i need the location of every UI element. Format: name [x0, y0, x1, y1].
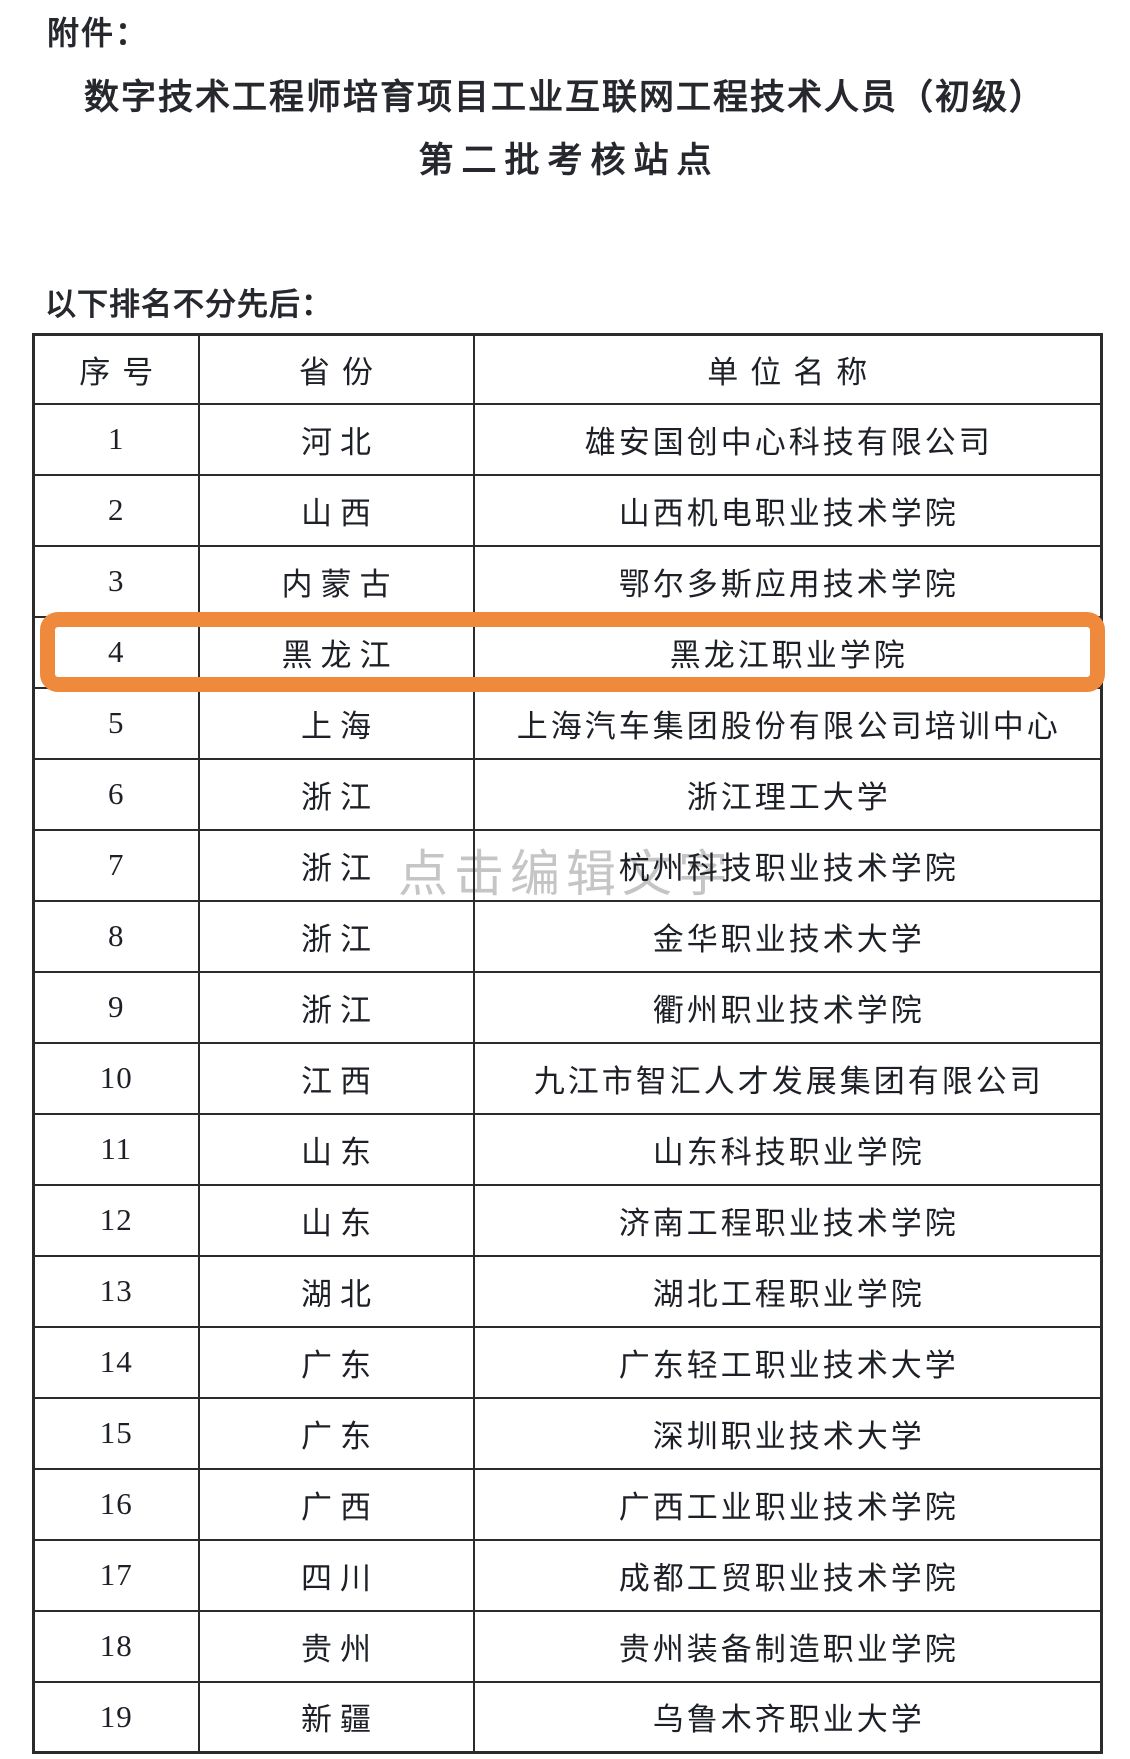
cell-unit: 广东轻工职业技术大学 [472, 1325, 1103, 1399]
cell-index: 16 [32, 1467, 200, 1541]
cell-index: 6 [32, 757, 200, 831]
document-title-line2: 第二批考核站点 [418, 141, 720, 180]
cell-province: 广东 [197, 1325, 475, 1399]
table-row: 16 广西 广西工业职业技术学院 [32, 1467, 1103, 1541]
cell-index: 11 [32, 1112, 200, 1186]
cell-province: 河北 [197, 402, 475, 476]
cell-unit: 雄安国创中心科技有限公司 [472, 402, 1103, 476]
attachment-label: 附件： [47, 15, 150, 51]
table-row: 7 浙江 杭州科技职业技术学院 [32, 828, 1103, 902]
assessment-sites-table-wrap: 序号 省份 单位名称 1 河北 雄安国创中心科技有限公司 2 山西 山西机电职业… [32, 333, 1103, 1754]
table-row: 10 江西 九江市智汇人才发展集团有限公司 [32, 1041, 1103, 1115]
table-row: 13 湖北 湖北工程职业学院 [32, 1254, 1103, 1328]
table-row: 3 内蒙古 鄂尔多斯应用技术学院 [32, 544, 1103, 618]
cell-unit: 山东科技职业学院 [472, 1112, 1103, 1186]
cell-province: 浙江 [197, 970, 475, 1044]
cell-province: 内蒙古 [197, 544, 475, 618]
cell-province: 新疆 [197, 1680, 475, 1754]
cell-index: 1 [32, 402, 200, 476]
cell-province: 山东 [197, 1112, 475, 1186]
cell-province: 湖北 [197, 1254, 475, 1328]
col-header-index: 序号 [32, 333, 200, 405]
cell-index: 10 [32, 1041, 200, 1115]
table-row: 12 山东 济南工程职业技术学院 [32, 1183, 1103, 1257]
col-header-unit: 单位名称 [472, 333, 1103, 405]
table-header-row: 序号 省份 单位名称 [32, 333, 1103, 405]
table-row: 11 山东 山东科技职业学院 [32, 1112, 1103, 1186]
cell-unit: 九江市智汇人才发展集团有限公司 [472, 1041, 1103, 1115]
cell-index: 15 [32, 1396, 200, 1470]
cell-index: 19 [32, 1680, 200, 1754]
cell-province: 浙江 [197, 828, 475, 902]
col-header-province: 省份 [197, 333, 475, 405]
table-row: 2 山西 山西机电职业技术学院 [32, 473, 1103, 547]
table-row: 4 黑龙江 黑龙江职业学院 [32, 615, 1103, 689]
table-row: 9 浙江 衢州职业技术学院 [32, 970, 1103, 1044]
cell-unit: 乌鲁木齐职业大学 [472, 1680, 1103, 1754]
cell-unit: 济南工程职业技术学院 [472, 1183, 1103, 1257]
table-row: 18 贵州 贵州装备制造职业学院 [32, 1609, 1103, 1683]
cell-province: 广东 [197, 1396, 475, 1470]
assessment-sites-table: 序号 省份 单位名称 1 河北 雄安国创中心科技有限公司 2 山西 山西机电职业… [32, 333, 1103, 1754]
cell-index: 4 [32, 615, 200, 689]
cell-province: 四川 [197, 1538, 475, 1612]
cell-province: 浙江 [197, 899, 475, 973]
cell-province: 山西 [197, 473, 475, 547]
cell-province: 上海 [197, 686, 475, 760]
table-row: 17 四川 成都工贸职业技术学院 [32, 1538, 1103, 1612]
cell-index: 8 [32, 899, 200, 973]
cell-unit: 山西机电职业技术学院 [472, 473, 1103, 547]
cell-province: 贵州 [197, 1609, 475, 1683]
cell-unit: 衢州职业技术学院 [472, 970, 1103, 1044]
cell-index: 14 [32, 1325, 200, 1399]
cell-unit: 贵州装备制造职业学院 [472, 1609, 1103, 1683]
cell-index: 9 [32, 970, 200, 1044]
cell-index: 2 [32, 473, 200, 547]
cell-unit: 杭州科技职业技术学院 [472, 828, 1103, 902]
cell-province: 浙江 [197, 757, 475, 831]
cell-unit: 湖北工程职业学院 [472, 1254, 1103, 1328]
table-row: 8 浙江 金华职业技术大学 [32, 899, 1103, 973]
cell-index: 18 [32, 1609, 200, 1683]
cell-index: 7 [32, 828, 200, 902]
cell-unit: 成都工贸职业技术学院 [472, 1538, 1103, 1612]
cell-index: 5 [32, 686, 200, 760]
cell-unit: 鄂尔多斯应用技术学院 [472, 544, 1103, 618]
cell-unit: 上海汽车集团股份有限公司培训中心 [472, 686, 1103, 760]
table-row: 1 河北 雄安国创中心科技有限公司 [32, 402, 1103, 476]
cell-province: 山东 [197, 1183, 475, 1257]
cell-unit: 黑龙江职业学院 [472, 615, 1103, 689]
table-row: 15 广东 深圳职业技术大学 [32, 1396, 1103, 1470]
cell-unit: 广西工业职业技术学院 [472, 1467, 1103, 1541]
table-row: 14 广东 广东轻工职业技术大学 [32, 1325, 1103, 1399]
document-title-line1: 数字技术工程师培育项目工业互联网工程技术人员（初级） [83, 78, 1046, 117]
cell-unit: 浙江理工大学 [472, 757, 1103, 831]
cell-unit: 深圳职业技术大学 [472, 1396, 1103, 1470]
table-row: 5 上海 上海汽车集团股份有限公司培训中心 [32, 686, 1103, 760]
cell-index: 17 [32, 1538, 200, 1612]
cell-province: 江西 [197, 1041, 475, 1115]
table-row: 6 浙江 浙江理工大学 [32, 757, 1103, 831]
table-row: 19 新疆 乌鲁木齐职业大学 [32, 1680, 1103, 1754]
cell-index: 12 [32, 1183, 200, 1257]
ranking-note: 以下排名不分先后： [45, 287, 333, 322]
cell-province: 广西 [197, 1467, 475, 1541]
cell-province: 黑龙江 [197, 615, 475, 689]
cell-unit: 金华职业技术大学 [472, 899, 1103, 973]
cell-index: 13 [32, 1254, 200, 1328]
cell-index: 3 [32, 544, 200, 618]
